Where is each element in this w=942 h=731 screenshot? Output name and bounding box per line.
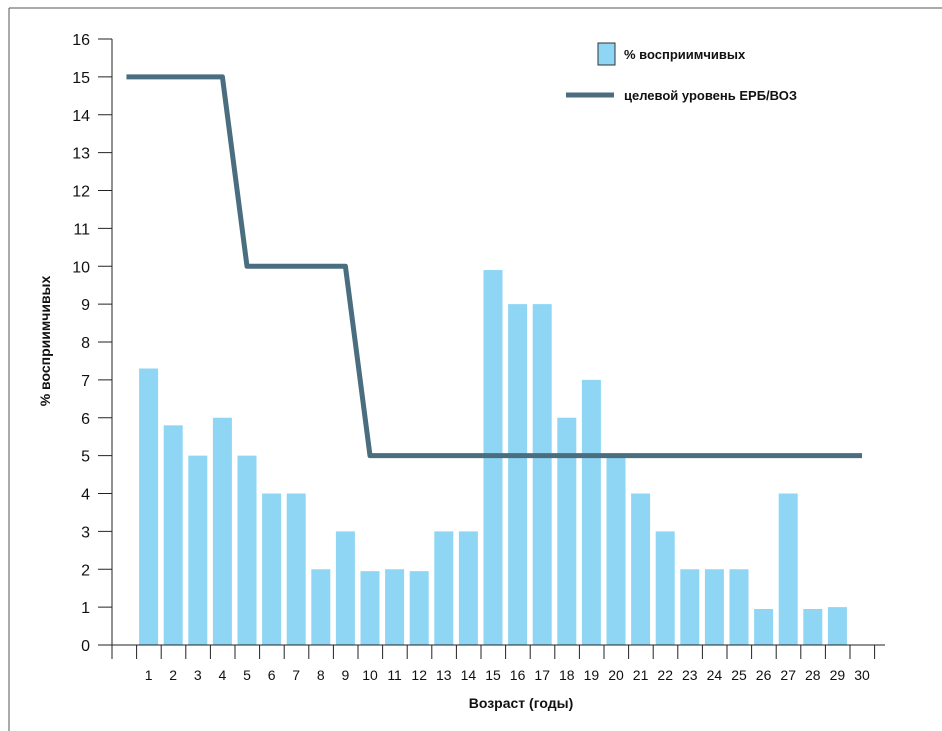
x-tick-label: 16 [510,667,526,683]
bar-24 [704,569,724,645]
bar-14 [458,531,478,645]
bar-28 [803,609,823,645]
x-tick-label: 5 [243,667,251,683]
bar-1 [139,368,159,645]
x-tick-label: 23 [682,667,698,683]
x-tick-label: 17 [534,667,550,683]
y-tick-label: 6 [81,411,90,428]
y-tick-label: 3 [81,524,90,541]
x-tick-label: 3 [194,667,202,683]
x-tick-label: 9 [342,667,350,683]
bar-3 [188,455,208,645]
x-tick-label: 27 [780,667,796,683]
bar-17 [532,304,552,645]
bar-12 [409,571,429,645]
x-axis-title: Возраст (годы) [469,695,574,711]
bar-series [139,270,847,645]
legend-line-label: целевой уровень ЕРБ/ВОЗ [624,88,797,103]
x-tick-label: 10 [362,667,378,683]
bar-6 [262,493,282,645]
x-tick-label: 28 [805,667,821,683]
x-tick-label: 20 [608,667,624,683]
legend-bar-swatch [597,42,616,66]
y-tick-label: 0 [81,638,90,655]
bar-8 [311,569,331,645]
x-tick-label: 12 [411,667,427,683]
x-tick-label: 29 [830,667,846,683]
bar-2 [163,425,183,645]
y-tick-label: 9 [81,297,90,314]
x-tick-label: 13 [436,667,452,683]
bar-26 [754,609,774,645]
y-tick-label: 11 [73,221,90,238]
target-level-line [126,74,862,459]
y-tick-label: 15 [72,70,90,87]
x-tick-label: 19 [584,667,600,683]
bar-25 [729,569,749,645]
bar-21 [631,493,651,645]
bar-10 [360,571,380,645]
x-tick-label: 25 [731,667,747,683]
bar-22 [655,531,675,645]
target-line-series [126,74,862,459]
y-tick-label: 7 [81,373,90,390]
x-tick-label: 21 [633,667,649,683]
x-tick-label: 6 [268,667,276,683]
x-tick-label: 26 [756,667,772,683]
y-tick-label: 16 [72,32,90,49]
x-tick-label: 11 [387,667,402,683]
legend: % восприимчивых целевой уровень ЕРБ/ВОЗ [566,42,797,103]
x-tick-label: 7 [292,667,300,683]
y-tick-label: 5 [81,449,90,466]
y-tick-label: 4 [81,487,90,504]
x-tick-label: 8 [317,667,325,683]
bar-11 [385,569,405,645]
bar-19 [581,379,601,645]
bar-20 [606,455,626,645]
y-axis-title: % восприимчивых [37,276,53,407]
bar-27 [778,493,798,645]
y-tick-label: 1 [81,600,90,617]
x-tick-label: 22 [657,667,673,683]
x-tick-label: 2 [169,667,177,683]
bar-13 [434,531,454,645]
x-tick-label: 4 [219,667,227,683]
y-tick-label: 8 [81,335,90,352]
x-tick-label: 1 [145,667,153,683]
y-tick-label: 10 [72,259,90,276]
y-tick-label: 12 [72,184,90,201]
x-tick-label: 18 [559,667,575,683]
y-tick-label: 13 [72,146,90,163]
bar-4 [212,417,232,645]
x-tick-label: 24 [707,667,723,683]
bar-23 [680,569,700,645]
y-tick-label: 2 [81,562,90,579]
bar-16 [508,304,528,645]
bar-7 [286,493,306,645]
bar-29 [827,607,847,645]
x-tick-label: 14 [461,667,477,683]
bar-9 [335,531,355,645]
x-tick-label: 15 [485,667,501,683]
legend-bar-label: % восприимчивых [624,47,746,62]
bar-18 [557,417,577,645]
bar-5 [237,455,257,645]
y-tick-label: 14 [72,108,90,125]
x-tick-label: 30 [854,667,870,683]
